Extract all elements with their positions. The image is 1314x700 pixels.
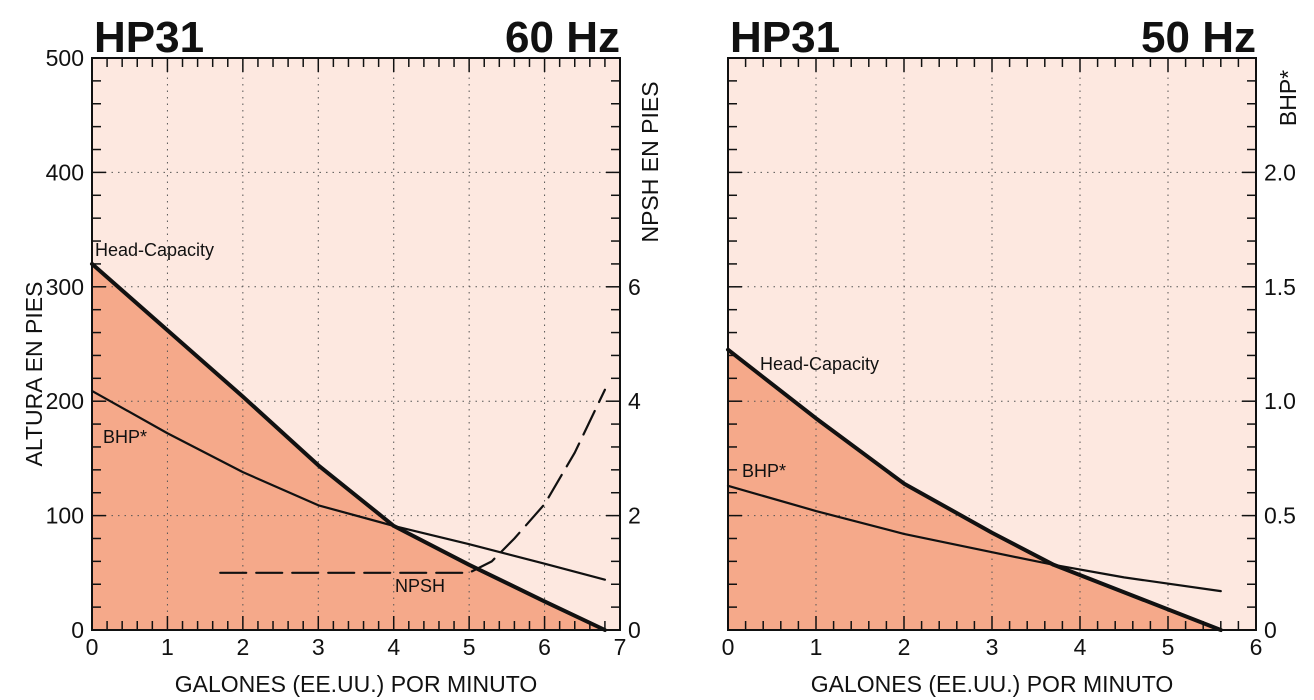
- y-tick-label-right: 1.5: [1264, 274, 1296, 300]
- series-label-bhp: BHP*: [103, 427, 147, 447]
- series-label-head-capacity: Head-Capacity: [95, 240, 214, 260]
- x-tick-label: 1: [161, 634, 174, 660]
- y-tick-label: 400: [46, 159, 84, 185]
- y-tick-label-right: 4: [628, 388, 641, 414]
- series-line-head-capacity: [726, 347, 1223, 632]
- x-tick-label: 4: [1074, 634, 1087, 660]
- y-tick-label-right: 0: [628, 617, 641, 643]
- y-tick-label-right: 2.0: [1264, 159, 1296, 185]
- series-line-npsh: [219, 388, 607, 574]
- series-line-head-capacity: [90, 261, 607, 632]
- series-label-npsh: NPSH: [395, 576, 445, 596]
- chart-title-model: HP31: [730, 13, 840, 62]
- chart-title-frequency: 60 Hz: [505, 13, 620, 62]
- y-axis-title-right: BHP*: [1275, 70, 1301, 126]
- x-tick-label: 5: [463, 634, 476, 660]
- x-axis-title: GALONES (EE.UU.) POR MINUTO: [175, 671, 538, 697]
- x-tick-label: 3: [986, 634, 999, 660]
- y-tick-label: 300: [46, 274, 84, 300]
- x-tick-label: 2: [236, 634, 249, 660]
- series-label-head-capacity: Head-Capacity: [760, 354, 879, 374]
- chart-title-frequency: 50 Hz: [1141, 13, 1256, 62]
- x-tick-label: 4: [387, 634, 400, 660]
- chart-title-model: HP31: [94, 13, 204, 62]
- y-tick-label-right: 1.0: [1264, 388, 1296, 414]
- series-label-bhp: BHP*: [742, 461, 786, 481]
- x-tick-label: 3: [312, 634, 325, 660]
- y-tick-label: 500: [46, 45, 84, 71]
- y-tick-label: 200: [46, 388, 84, 414]
- x-tick-label: 6: [538, 634, 551, 660]
- x-tick-label: 1: [810, 634, 823, 660]
- x-tick-label: 0: [722, 634, 735, 660]
- y-tick-label: 100: [46, 503, 84, 529]
- y-tick-label-right: 2: [628, 503, 641, 529]
- y-tick-label-right: 0: [1264, 617, 1277, 643]
- head-capacity-fill: [92, 263, 605, 630]
- x-tick-label: 5: [1162, 634, 1175, 660]
- head-capacity-fill: [728, 349, 1221, 630]
- x-tick-label: 2: [898, 634, 911, 660]
- series-line-bhp: [90, 389, 607, 581]
- plot-frame: [91, 57, 621, 631]
- y-axis-title: ALTURA EN PIES: [21, 282, 47, 467]
- x-tick-label: 0: [86, 634, 99, 660]
- x-tick-label: 6: [1250, 634, 1263, 660]
- x-tick-label: 7: [614, 634, 627, 660]
- y-axis-title-right: NPSH EN PIES: [637, 81, 663, 242]
- series-line-bhp: [726, 484, 1222, 593]
- y-tick-label-right: 6: [628, 274, 641, 300]
- x-axis-title: GALONES (EE.UU.) POR MINUTO: [811, 671, 1174, 697]
- y-tick-label-right: 0.5: [1264, 503, 1296, 529]
- y-tick-label: 0: [71, 617, 84, 643]
